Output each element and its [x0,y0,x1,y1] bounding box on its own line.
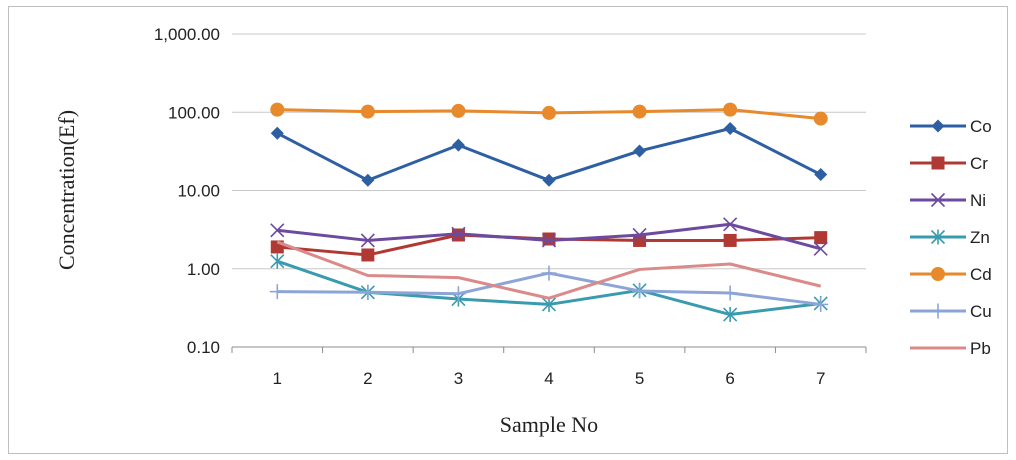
data-point-cd [723,102,738,117]
legend-label: Ni [970,191,986,210]
data-point-ni [541,233,557,248]
y-tick-label: 100.00 [168,103,220,122]
data-point-cu [813,296,829,312]
data-point-cr [723,233,737,247]
legend-item-cu: Cu [910,302,992,321]
y-axis-ticks: 0.10 1.00 10.00 100.00 1,000.00 [154,25,220,357]
data-point-cu [269,284,285,300]
data-point-zn [723,307,738,323]
data-point-cu [722,285,738,301]
legend-marker [931,267,945,281]
series-cr [270,228,828,262]
data-point-cr [814,231,828,245]
legend-marker [931,156,945,170]
data-point-ni [632,227,647,243]
data-point-co [270,126,284,140]
legend-item-cr: Cr [910,154,988,173]
data-point-co [723,121,737,135]
series-cd [270,102,828,126]
legend-label: Cu [970,302,992,321]
data-point-cu [450,286,466,302]
data-point-cd [632,104,647,119]
legend-marker [931,119,945,133]
x-axis: 1 2 3 4 5 6 7 [231,346,867,388]
legend-item-pb: Pb [910,339,991,358]
legend-item-co: Co [910,117,992,136]
y-tick-label: 1,000.00 [154,25,220,44]
legend-label: Co [970,117,992,136]
x-tick-label: 5 [635,369,644,388]
series-pb [276,240,822,300]
x-tick-label: 7 [816,369,825,388]
series-layer [269,102,829,323]
series-line-co [276,126,822,182]
data-point-cu [360,284,376,300]
data-point-cd [813,111,828,126]
data-point-ni [723,217,738,232]
data-point-cd [451,103,466,118]
legend-marker [930,192,946,208]
data-point-co [633,144,647,158]
legend-item-cd: Cd [910,265,992,284]
y-tick-label: 10.00 [177,182,220,201]
legend-label: Cr [970,154,988,173]
legend-marker [930,229,946,245]
series-line-pb [276,240,822,300]
x-tick-label: 4 [544,369,553,388]
legend: Co Cr Ni Zn Cd Cu Pb [910,117,992,358]
x-tick-label: 2 [363,369,372,388]
data-point-co [814,168,828,182]
legend-label: Zn [970,228,990,247]
x-tick-label: 6 [725,369,734,388]
legend-item-zn: Zn [910,228,990,247]
y-axis-title: Concentration(Ef) [54,110,79,270]
data-point-cd [542,105,556,120]
data-point-cd [360,104,375,119]
x-axis-title: Sample No [500,412,598,437]
data-point-cd [270,102,285,117]
series-zn [270,253,828,323]
data-point-co [451,138,465,152]
y-tick-label: 0.10 [187,338,220,357]
legend-label: Cd [970,265,992,284]
data-point-ni [360,233,375,248]
x-tick-label: 1 [273,369,282,388]
data-point-cu [541,265,557,281]
legend-label: Pb [970,339,991,358]
data-point-cr [361,248,375,262]
legend-marker [930,303,946,319]
data-point-cu [632,283,648,299]
data-point-co [361,173,375,187]
data-point-ni [270,223,285,238]
data-point-ni [451,226,466,241]
data-point-ni [813,241,828,256]
series-ni [270,217,828,256]
data-point-zn [270,253,285,269]
series-cu [269,265,829,312]
data-point-co [542,173,556,187]
y-tick-label: 1.00 [187,260,220,279]
x-tick-label: 3 [454,369,463,388]
series-co [270,121,828,187]
chart-frame [8,6,1008,454]
legend-item-ni: Ni [910,191,986,210]
